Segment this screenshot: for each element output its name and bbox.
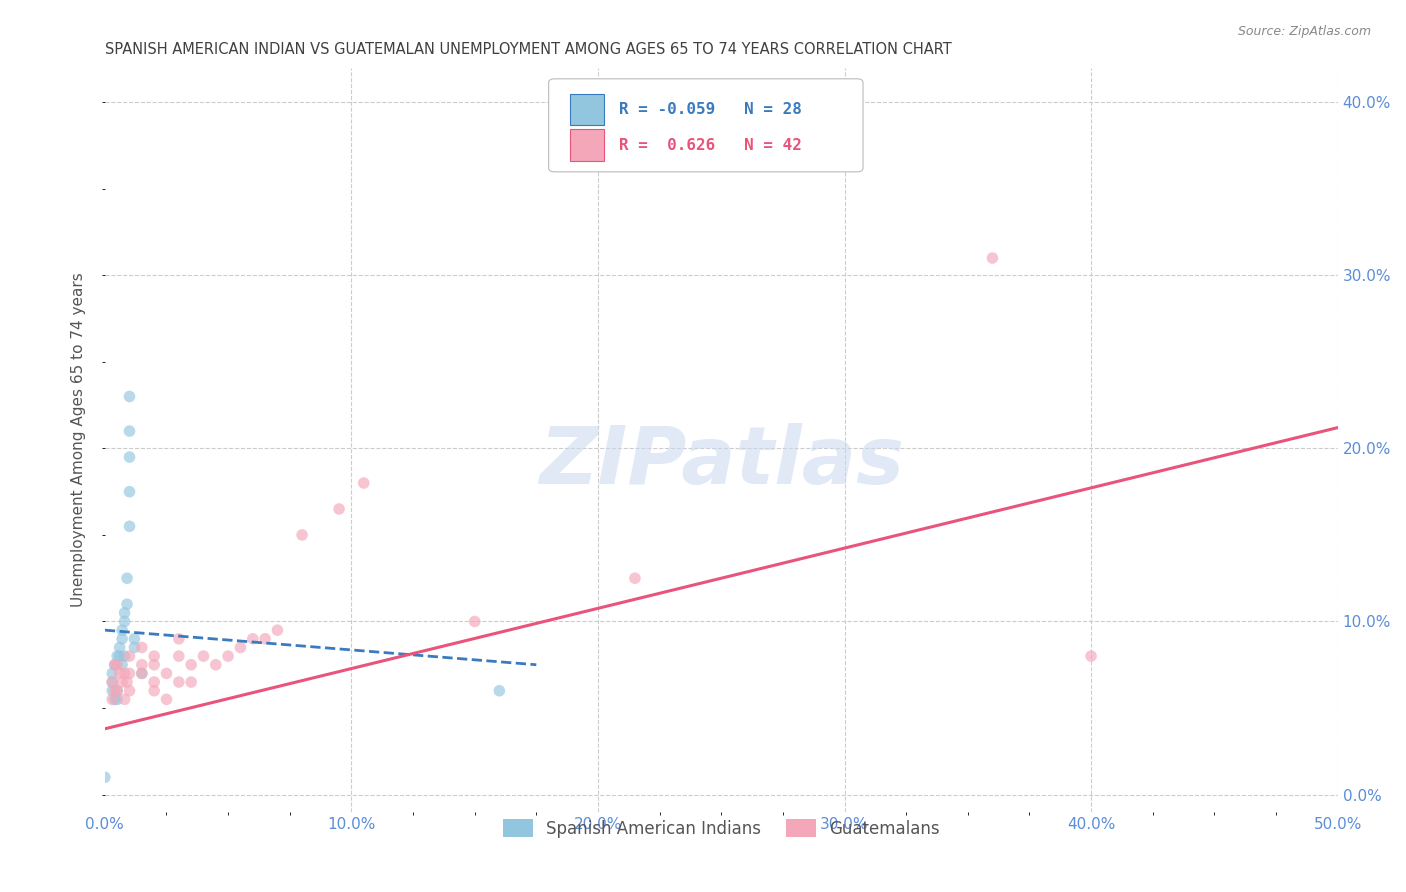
- Point: [111, 632, 134, 646]
- Point: [464, 615, 486, 629]
- Point: [105, 692, 128, 706]
- Point: [105, 683, 128, 698]
- Point: [167, 632, 190, 646]
- Point: [180, 657, 202, 672]
- Text: Source: ZipAtlas.com: Source: ZipAtlas.com: [1237, 25, 1371, 38]
- Point: [104, 657, 127, 672]
- Point: [180, 675, 202, 690]
- Point: [118, 484, 141, 499]
- Point: [114, 666, 136, 681]
- Point: [624, 571, 647, 585]
- Point: [118, 519, 141, 533]
- Point: [118, 424, 141, 438]
- Point: [111, 675, 134, 690]
- Point: [114, 606, 136, 620]
- Point: [143, 683, 166, 698]
- Point: [94, 770, 117, 784]
- Y-axis label: Unemployment Among Ages 65 to 74 years: Unemployment Among Ages 65 to 74 years: [72, 272, 86, 607]
- Point: [105, 649, 128, 664]
- Point: [104, 692, 127, 706]
- Text: SPANISH AMERICAN INDIAN VS GUATEMALAN UNEMPLOYMENT AMONG AGES 65 TO 74 YEARS COR: SPANISH AMERICAN INDIAN VS GUATEMALAN UN…: [105, 42, 952, 57]
- Point: [328, 502, 350, 516]
- Bar: [569, 94, 605, 125]
- Point: [104, 657, 127, 672]
- Point: [114, 692, 136, 706]
- Point: [155, 692, 177, 706]
- Point: [143, 675, 166, 690]
- Point: [266, 623, 288, 637]
- Text: R = -0.059   N = 28: R = -0.059 N = 28: [619, 102, 801, 117]
- Point: [118, 666, 141, 681]
- Point: [254, 632, 277, 646]
- Point: [101, 675, 124, 690]
- Point: [105, 683, 128, 698]
- Point: [115, 597, 138, 611]
- Legend: Spanish American Indians, Guatemalans: Spanish American Indians, Guatemalans: [496, 813, 946, 845]
- Point: [124, 632, 146, 646]
- Bar: [569, 129, 605, 161]
- Point: [118, 389, 141, 403]
- Point: [217, 649, 239, 664]
- Text: ZIPatlas: ZIPatlas: [538, 423, 904, 501]
- Point: [193, 649, 215, 664]
- Point: [108, 640, 131, 655]
- Point: [124, 640, 146, 655]
- Point: [101, 675, 124, 690]
- Point: [118, 683, 141, 698]
- Point: [204, 657, 226, 672]
- Point: [101, 683, 124, 698]
- Point: [111, 657, 134, 672]
- Point: [291, 528, 314, 542]
- Point: [242, 632, 264, 646]
- Point: [131, 657, 153, 672]
- Point: [143, 657, 166, 672]
- Point: [131, 666, 153, 681]
- Point: [229, 640, 252, 655]
- Text: R =  0.626   N = 42: R = 0.626 N = 42: [619, 137, 801, 153]
- Point: [167, 675, 190, 690]
- Point: [118, 649, 141, 664]
- Point: [108, 649, 131, 664]
- Point: [104, 683, 127, 698]
- Point: [108, 666, 131, 681]
- Point: [115, 571, 138, 585]
- Point: [114, 649, 136, 664]
- Point: [101, 692, 124, 706]
- Point: [105, 657, 128, 672]
- Point: [143, 649, 166, 664]
- Point: [167, 649, 190, 664]
- Point: [155, 666, 177, 681]
- Point: [131, 666, 153, 681]
- Point: [101, 666, 124, 681]
- Point: [114, 615, 136, 629]
- Point: [118, 450, 141, 464]
- Point: [131, 640, 153, 655]
- Point: [981, 251, 1004, 265]
- FancyBboxPatch shape: [548, 78, 863, 172]
- Point: [115, 675, 138, 690]
- Point: [111, 623, 134, 637]
- Point: [353, 476, 375, 491]
- Point: [488, 683, 510, 698]
- Point: [1080, 649, 1102, 664]
